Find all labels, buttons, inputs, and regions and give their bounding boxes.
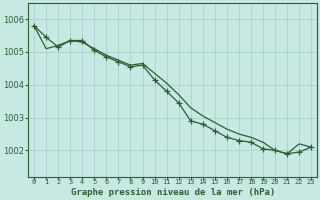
X-axis label: Graphe pression niveau de la mer (hPa): Graphe pression niveau de la mer (hPa)	[70, 188, 275, 197]
